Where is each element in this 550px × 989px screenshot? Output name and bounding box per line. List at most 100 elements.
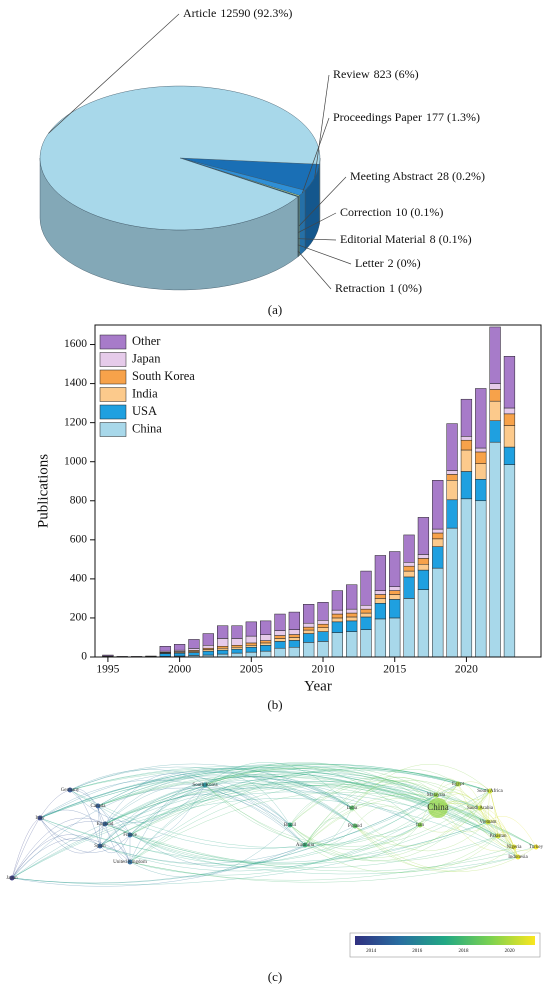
bar-segment (389, 599, 401, 619)
legend-label: India (132, 386, 158, 400)
link (289, 824, 421, 860)
x-tick-label: 2010 (312, 664, 335, 676)
node (511, 844, 517, 850)
bar-segment (432, 532, 444, 540)
node (455, 781, 461, 787)
bar-segment (360, 612, 372, 618)
link (39, 817, 356, 864)
link (304, 769, 459, 846)
link (104, 817, 131, 836)
bar-segment (288, 646, 300, 658)
link (11, 789, 71, 879)
link (39, 817, 131, 853)
slice-category: Proceedings Paper (333, 110, 422, 124)
y-tick-label: 1600 (64, 338, 87, 350)
bar-segment (417, 517, 430, 555)
link (11, 794, 437, 884)
bar-segment (317, 620, 329, 625)
node (37, 815, 43, 821)
link (69, 789, 101, 847)
bar-segment (475, 451, 487, 464)
link (11, 817, 106, 879)
node (102, 821, 108, 827)
bar-segment (173, 644, 186, 651)
bar-segment (202, 645, 214, 649)
bar-segment (288, 634, 300, 638)
node-label: Nigeria (507, 845, 523, 850)
link (351, 776, 437, 809)
bar-segment (245, 651, 257, 658)
y-tick-label: 400 (70, 573, 88, 585)
bar-segment (432, 567, 444, 658)
bar-segment (303, 633, 315, 643)
link (39, 779, 306, 846)
bar-segment (403, 598, 415, 658)
link (69, 769, 537, 848)
slice-label: Meeting Abstract 28 (0.2%) (350, 169, 485, 183)
bar-segment (245, 635, 257, 644)
link (289, 777, 439, 826)
bar-segment (331, 609, 343, 615)
node (95, 803, 101, 809)
slice-value: 1 (0%) (389, 281, 422, 295)
link (104, 821, 489, 865)
leader-line (297, 250, 332, 290)
legend-swatch (99, 352, 127, 367)
bar-segment (475, 447, 487, 453)
bar-segment (503, 446, 516, 465)
node (487, 788, 493, 794)
bar-segment (274, 638, 286, 642)
bar-segment (331, 621, 343, 633)
link (129, 779, 356, 836)
link (97, 805, 306, 868)
node (9, 875, 15, 881)
x-tick-label: 2000 (168, 664, 191, 676)
bar-segment (446, 527, 458, 658)
link (39, 765, 491, 819)
bar-segment (460, 449, 473, 472)
node (349, 805, 355, 811)
legend-label: China (132, 421, 162, 435)
slice-label: Editorial Material 8 (0.1%) (340, 232, 472, 246)
node-label: Brazil (284, 823, 297, 828)
leader-line (48, 13, 180, 134)
link (289, 807, 481, 862)
bar-segment (303, 626, 315, 631)
bar-segment (475, 500, 487, 658)
bar-segment (432, 480, 444, 530)
link (104, 783, 519, 858)
node-label: Australia (296, 843, 315, 848)
node-label: Malaysia (427, 793, 446, 798)
node-label: South Korea (192, 783, 218, 788)
colorbar-tick-label: 2014 (366, 949, 377, 954)
leader-line (298, 238, 337, 241)
node (533, 844, 539, 850)
link (39, 817, 106, 841)
link (69, 789, 491, 848)
link (487, 820, 519, 858)
link (99, 783, 459, 866)
link (11, 837, 131, 879)
slice-category: Correction (340, 205, 391, 219)
colorbar-tick-label: 2020 (505, 949, 516, 954)
bar-segment (432, 528, 444, 534)
link (69, 763, 353, 809)
bar-segment (231, 648, 243, 654)
node (352, 823, 358, 829)
bar-segment (374, 590, 387, 595)
bar-segment (217, 638, 229, 647)
node-label: China (427, 802, 449, 812)
bar-segment (303, 629, 315, 634)
link (354, 825, 515, 872)
bar-segment (489, 326, 501, 384)
link (354, 790, 491, 847)
link (457, 783, 515, 848)
node-label: Germany (61, 788, 80, 793)
node (127, 832, 133, 838)
node-label: England (97, 822, 114, 827)
link (304, 817, 356, 846)
bar-segment (303, 622, 315, 628)
link (39, 817, 489, 863)
link (104, 764, 459, 825)
bar-segment (346, 584, 358, 610)
